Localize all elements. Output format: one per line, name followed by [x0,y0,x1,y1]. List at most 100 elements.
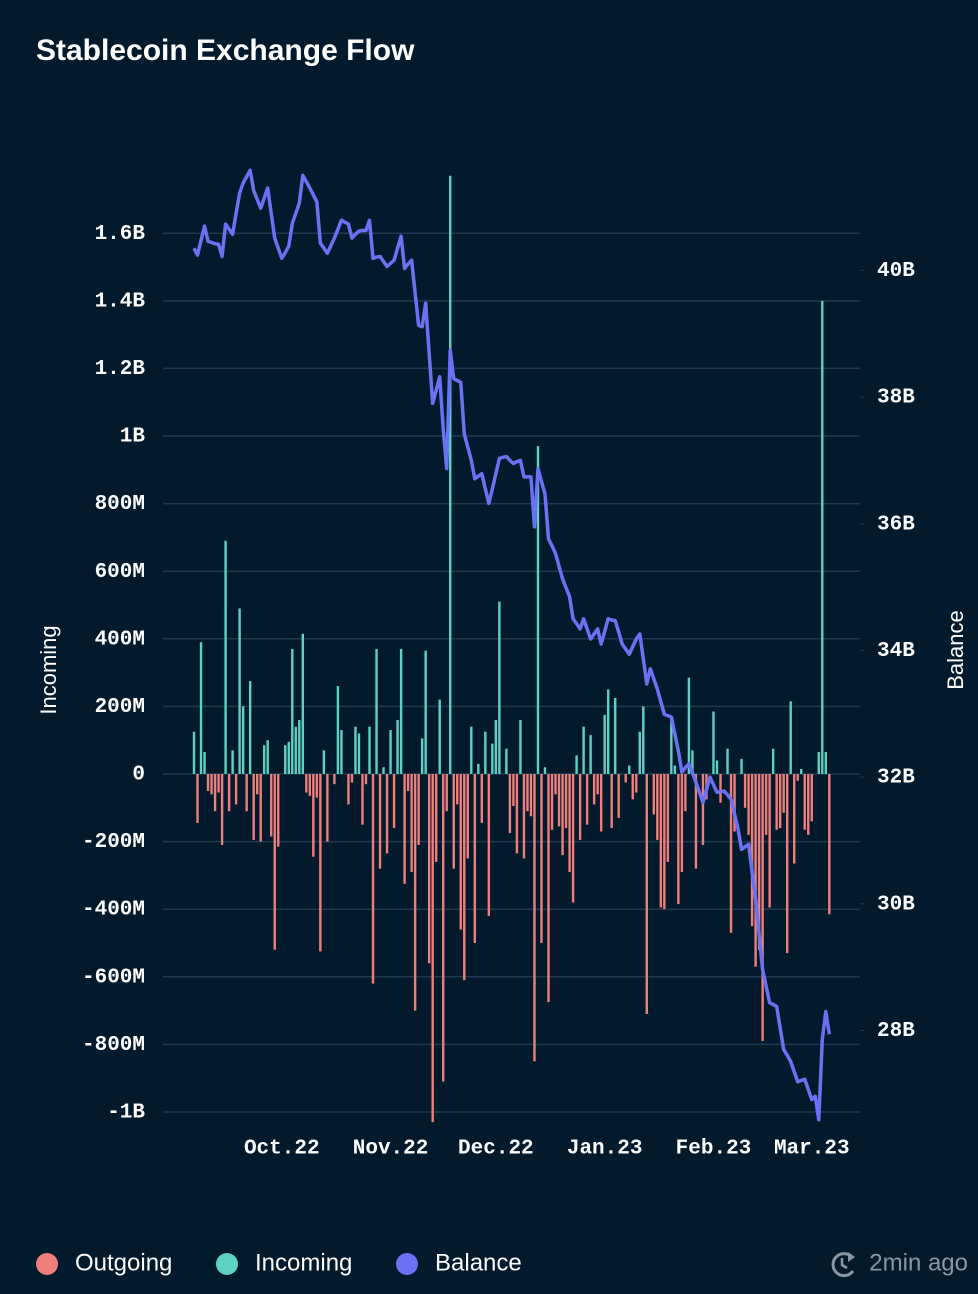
bar [259,773,262,842]
bar [803,773,806,830]
bar [368,726,371,774]
legend: Outgoing Incoming Balance [36,1249,522,1276]
bar [424,650,427,774]
bar [382,767,385,774]
y2-tick-label: 30B [877,893,915,916]
bar [512,773,515,807]
bar [322,750,326,774]
bar [234,773,238,805]
y2-tick-label: 38B [877,387,915,410]
bar [712,711,715,774]
bar [445,773,448,812]
bar [263,745,266,774]
bar [273,773,276,950]
bar [224,540,227,774]
bar [220,773,224,845]
y2-tick-label: 28B [877,1020,915,1043]
bar [270,773,273,837]
bar [691,750,694,774]
bar [203,752,206,774]
bar [757,773,761,950]
bar [687,677,691,774]
bar [319,773,322,952]
bar [540,773,543,943]
bar [761,773,764,1042]
bar [529,773,533,817]
bar [768,773,771,908]
bar [603,714,606,774]
legend-swatch [396,1253,418,1275]
bar [592,773,596,805]
bar [477,763,480,774]
bar [470,726,473,774]
bar [266,740,269,774]
bar [533,773,536,1062]
y-tick-label: 600M [95,561,145,584]
y-tick-label: -600M [82,966,145,989]
legend-swatch [216,1253,238,1275]
bar [550,773,554,830]
bar [585,773,589,825]
bar [610,773,613,829]
bar [659,773,663,908]
bar [354,726,357,774]
bar [694,773,698,869]
bar [800,768,803,774]
bar [564,773,568,829]
bar [750,773,754,927]
bar [213,773,217,812]
bar [764,773,768,835]
bar [793,773,796,864]
bar [364,773,368,785]
bar [701,773,705,845]
bar [298,719,301,774]
legend-label: Balance [435,1249,522,1276]
bar [301,633,305,774]
bar [410,773,413,873]
bar [326,773,329,842]
bar [719,773,722,803]
bar [248,681,252,774]
y-tick-label: 0 [132,764,145,787]
bar-series [196,773,831,1123]
bar [192,731,196,774]
bar [466,773,469,859]
bar [666,773,670,862]
status-text: 2min ago [869,1249,968,1276]
bar [305,773,308,793]
bar [312,773,315,857]
bar [473,773,476,943]
bar [434,773,438,862]
bar [817,752,820,774]
bar [677,773,680,905]
y-tick-label: -400M [82,899,145,922]
bar [255,773,259,795]
bar [778,773,782,829]
bar [308,773,312,796]
bar [277,773,280,847]
bar [206,773,210,791]
bar [420,738,424,774]
bar [252,773,255,840]
refresh-icon-arrow [848,1252,855,1262]
bar [680,773,684,873]
y-tick-label: 1.4B [95,290,146,313]
bar [628,765,631,774]
bar [378,773,382,869]
bar [670,716,673,774]
bar [406,773,410,791]
bar [347,773,350,805]
y2-tick-label: 40B [877,260,915,283]
y-tick-label: -200M [82,831,145,854]
y2-axis-label: Balance [943,610,968,690]
refresh-icon-hands [840,1258,848,1270]
bar [789,701,792,774]
bar [614,697,617,774]
bar [196,773,199,824]
y-tick-label: 400M [95,628,145,651]
bar [631,773,634,800]
bar [557,773,561,827]
x-tick-label: Jan.23 [567,1138,643,1161]
status: 2min ago [831,1249,968,1278]
